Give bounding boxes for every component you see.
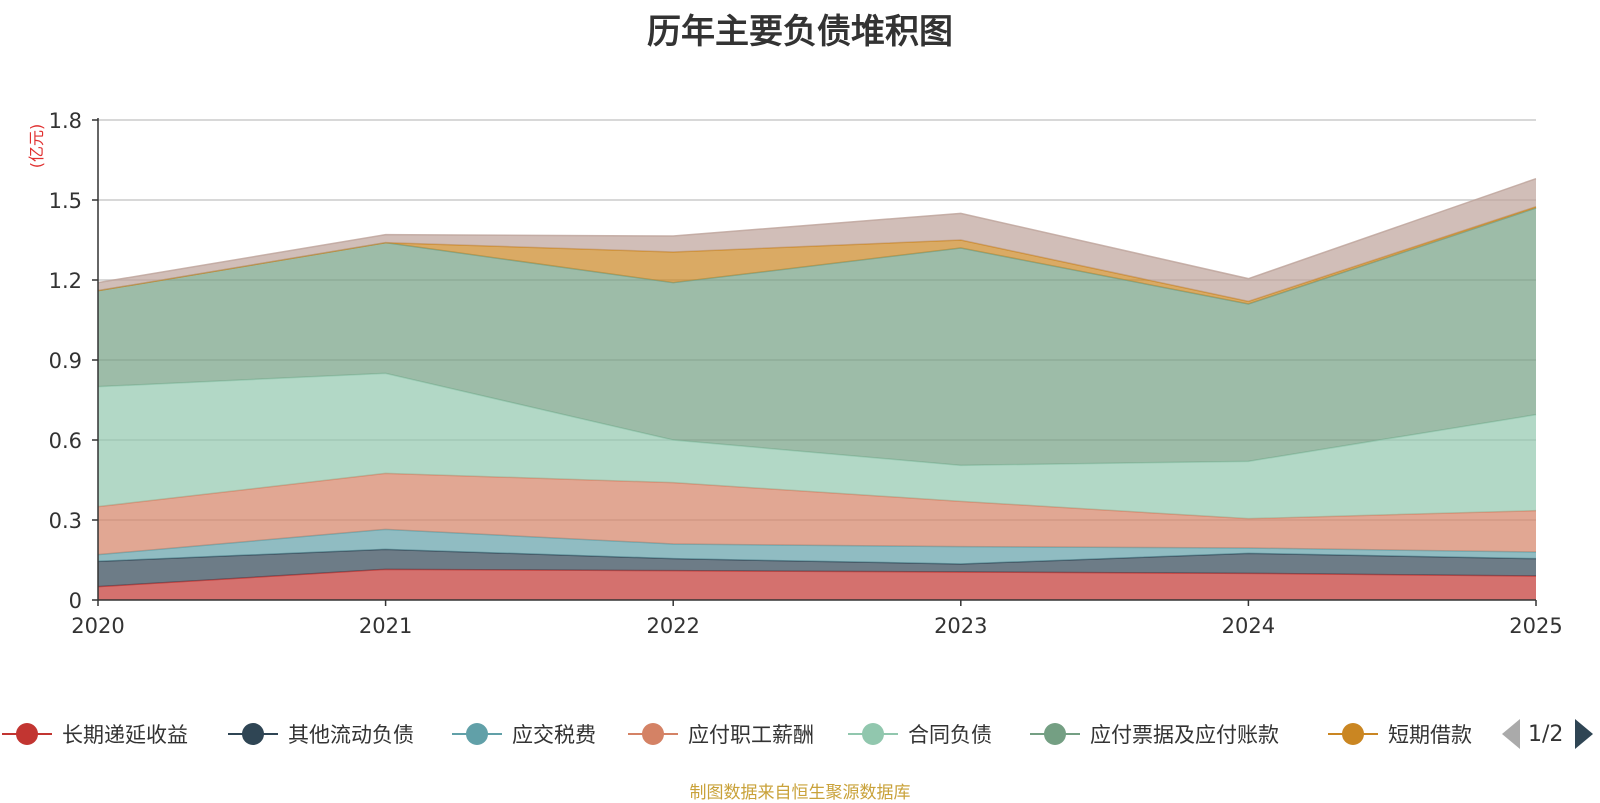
- legend-label: 应交税费: [512, 723, 596, 747]
- legend-marker-icon: [2, 719, 52, 749]
- legend-prev-icon[interactable]: [1502, 719, 1520, 749]
- axes: 0 0.3 0.6 0.9 1.2 1.5 1.8 2020 2021 2022 2023 2024 2…: [49, 109, 1563, 638]
- x-tick-label: 2022: [646, 614, 699, 638]
- legend-item[interactable]: 长期递延收益: [2, 716, 188, 752]
- x-tick-label: 2021: [359, 614, 412, 638]
- legend-item[interactable]: 其他流动负债: [228, 716, 414, 752]
- y-axis-unit-label: (亿元): [27, 124, 46, 169]
- legend-label: 其他流动负债: [288, 723, 414, 747]
- y-tick-label: 0.3: [49, 509, 82, 533]
- area-series-1: [98, 549, 1536, 587]
- legend-marker-icon: [848, 719, 898, 749]
- chart-title: 历年主要负债堆积图: [647, 12, 953, 52]
- legend-marker-icon: [452, 719, 502, 749]
- legend-page-indicator: 1/2: [1528, 721, 1564, 747]
- legend-item[interactable]: 合同负债: [848, 716, 992, 752]
- area-series-0: [98, 569, 1536, 600]
- y-tick-label: 1.2: [49, 269, 82, 293]
- legend-label: 短期借款: [1388, 723, 1472, 747]
- area-series-7: [98, 178, 1536, 302]
- chart-plot: 0 0.3 0.6 0.9 1.2 1.5 1.8 2020 2021 2022 2023 2024 2…: [27, 109, 1563, 638]
- legend-marker-icon: [1030, 719, 1080, 749]
- legend-marker-icon: [1328, 719, 1378, 749]
- legend-label: 合同负债: [908, 723, 992, 747]
- x-tick-label: 2023: [934, 614, 987, 638]
- legend-pager: 1/2: [1502, 716, 1594, 752]
- y-tick-label: 0.6: [49, 429, 82, 453]
- y-tick-label: 0.9: [49, 349, 82, 373]
- area-series-3: [98, 473, 1536, 555]
- legend-label: 应付职工薪酬: [688, 723, 814, 747]
- legend-item[interactable]: 应交税费: [452, 716, 596, 752]
- y-tick-label: 0: [69, 589, 82, 613]
- area-series-5: [98, 208, 1536, 466]
- legend-label: 长期递延收益: [62, 723, 188, 747]
- legend-item[interactable]: 应付职工薪酬: [628, 716, 814, 752]
- legend-next-icon[interactable]: [1575, 719, 1594, 749]
- legend-item[interactable]: 短期借款: [1328, 716, 1472, 752]
- legend-item[interactable]: 应付票据及应付账款: [1030, 716, 1279, 752]
- area-series-4: [98, 373, 1536, 519]
- area-edge-7: [97, 177, 1537, 284]
- stacked-areas: [97, 177, 1537, 600]
- x-tick-label: 2020: [71, 614, 124, 638]
- legend-marker-icon: [628, 719, 678, 749]
- y-tick-label: 1.5: [49, 189, 82, 213]
- x-tick-label: 2025: [1509, 614, 1562, 638]
- legend-label: 应付票据及应付账款: [1090, 723, 1279, 747]
- area-series-2: [98, 529, 1536, 564]
- source-footer: 制图数据来自恒生聚源数据库: [689, 783, 911, 803]
- legend: 长期递延收益 其他流动负债 应交税费 应付职工薪酬 合同负债 应付票据及应付账款 短期借款 …: [0, 716, 1600, 752]
- x-tick-label: 2024: [1222, 614, 1275, 638]
- area-series-6: [98, 206, 1536, 304]
- legend-marker-icon: [228, 719, 278, 749]
- y-tick-label: 1.8: [49, 109, 82, 133]
